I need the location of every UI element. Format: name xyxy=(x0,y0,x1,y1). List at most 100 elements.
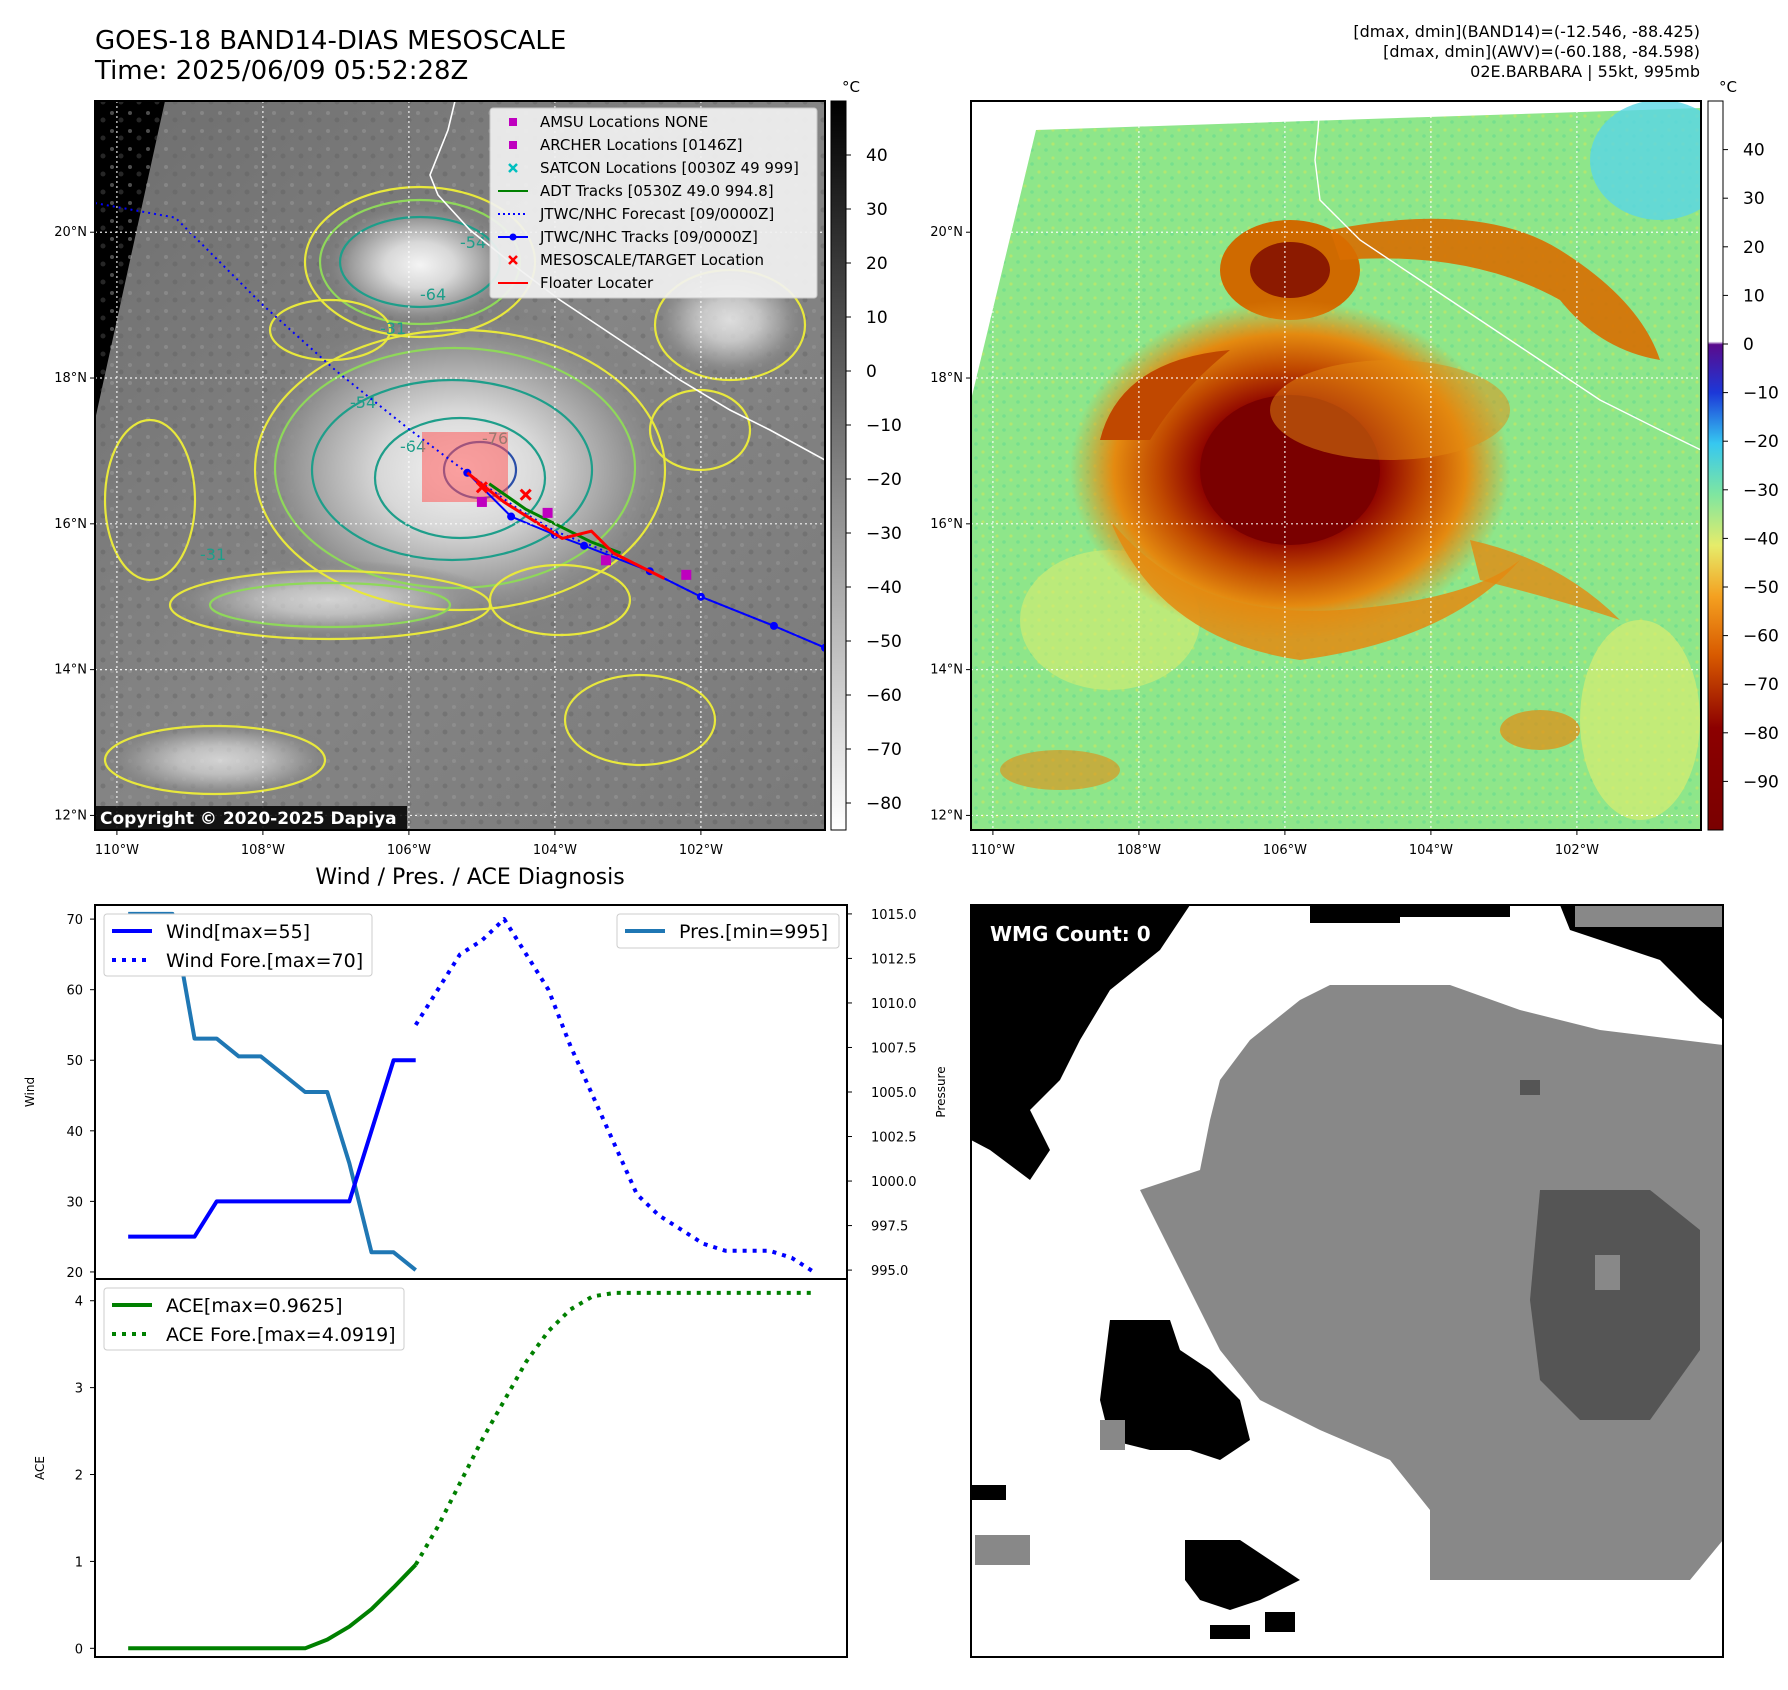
legend-ace-fore: ACE Fore.[max=4.0919] xyxy=(166,1324,396,1346)
ace-ylabel: ACE xyxy=(33,1456,47,1480)
figure-time: Time: 2025/06/09 05:52:28Z xyxy=(95,56,469,86)
tick-label-lon: 108°W xyxy=(1117,843,1161,858)
legend-label: JTWC/NHC Tracks [09/0000Z] xyxy=(539,228,758,246)
pressure-tick-label: 997.5 xyxy=(871,1220,908,1235)
archer-point xyxy=(601,555,611,566)
ir-frame xyxy=(94,100,826,831)
wind-tick-label: 30 xyxy=(66,1195,83,1210)
colorbar-tick-label: −70 xyxy=(866,740,902,760)
wind-forecast-line xyxy=(414,917,815,1274)
pressure-tick-label: 1010.0 xyxy=(871,997,917,1012)
tick-label-lat: 16°N xyxy=(930,517,963,532)
colorbar-tick-label: 0 xyxy=(866,362,877,382)
diagnosis-panel: Wind / Pres. / ACE Diagnosis 20304050607… xyxy=(23,865,948,1658)
pressure-tick-label: 1002.5 xyxy=(871,1131,917,1146)
awv-colorbar xyxy=(1707,100,1724,831)
legend-marker-x xyxy=(508,163,518,173)
contour-label: -54 xyxy=(350,393,376,412)
tick-label-lon: 110°W xyxy=(95,843,139,858)
pressure-tick-label: 1015.0 xyxy=(871,908,917,923)
colorbar-tick-label: 20 xyxy=(1743,238,1765,258)
ace-line xyxy=(128,1563,418,1651)
colorbar-tick-label: −80 xyxy=(866,794,902,814)
legend-marker-square xyxy=(509,141,517,149)
best-track-point xyxy=(580,541,589,550)
wind-tick-label: 60 xyxy=(66,984,83,999)
ace-plot-frame xyxy=(94,1278,848,1658)
ir-map-panel: -54-64-31-76-64-54-31 110°W108°W106°W104… xyxy=(54,78,902,858)
contour-label: -31 xyxy=(380,319,406,338)
tick-label-lat: 16°N xyxy=(54,517,87,532)
pressure-tick-label: 1007.5 xyxy=(871,1041,917,1056)
tick-label-lat: 14°N xyxy=(930,663,963,678)
colorbar-tick-label: −50 xyxy=(866,632,902,652)
stat-awv: [dmax, dmin](AWV)=(-60.188, -84.598) xyxy=(1383,42,1700,61)
tick-label-lat: 18°N xyxy=(54,371,87,386)
tick-label-lon: 102°W xyxy=(1555,843,1599,858)
tick-label-lon: 104°W xyxy=(1409,843,1453,858)
ir-colorbar-unit: °C xyxy=(842,78,860,96)
floater-track xyxy=(466,471,666,580)
tick-label-lat: 12°N xyxy=(54,808,87,823)
colorbar-tick-label: 0 xyxy=(1743,335,1754,355)
pressure-tick-label: 995.0 xyxy=(871,1264,908,1279)
wind-line xyxy=(128,1058,416,1239)
ace-axis: 0 1 2 3 4 xyxy=(75,1295,95,1657)
archer-point xyxy=(681,569,692,580)
wind-tick-label: 40 xyxy=(66,1125,83,1140)
legend-marker-x xyxy=(508,255,518,265)
tick-label-lon: 106°W xyxy=(1263,843,1307,858)
pressure-tick-label: 1012.5 xyxy=(871,952,917,967)
legend-label: MESOSCALE/TARGET Location xyxy=(540,251,764,269)
awv-frame xyxy=(970,100,1702,831)
best-track-point xyxy=(769,621,778,630)
archer-point xyxy=(476,496,487,507)
awv-map-panel: 110°W 108°W 106°W 104°W 102°W 20°N 18°N 16°N 14°… xyxy=(930,78,1779,858)
legend-pressure: Pres.[min=995] xyxy=(679,921,828,943)
contour-label: -31 xyxy=(200,545,226,564)
pressure-legend: Pres.[min=995] xyxy=(616,913,840,949)
colorbar-tick-label: 40 xyxy=(866,146,888,166)
figure-title: GOES-18 BAND14-DIAS MESOSCALE xyxy=(95,26,567,56)
colorbar-tick-label: 40 xyxy=(1743,141,1765,161)
ir-colorbar xyxy=(830,100,847,831)
legend-ace: ACE[max=0.9625] xyxy=(166,1295,343,1317)
wind-tick-label: 20 xyxy=(66,1266,83,1281)
legend-label: Floater Locater xyxy=(540,274,654,292)
tick-label-lon: 102°W xyxy=(679,843,723,858)
contour-label: -54 xyxy=(460,233,486,252)
tick-label-lat: 20°N xyxy=(930,225,963,240)
colorbar-tick-label: −60 xyxy=(1743,627,1779,647)
pressure-tick-label: 1000.0 xyxy=(871,1175,917,1190)
wind-tick-label: 50 xyxy=(66,1054,83,1069)
target-marker xyxy=(519,488,532,501)
ace-legend: ACE[max=0.9625] ACE Fore.[max=4.0919] xyxy=(103,1287,405,1351)
ir-contours xyxy=(103,185,807,796)
pressure-tick-label: 1005.0 xyxy=(871,1086,917,1101)
colorbar-tick-label: −20 xyxy=(866,470,902,490)
copyright-text: Copyright © 2020-2025 Dapiya xyxy=(100,809,397,829)
ir-colorbar-ticks: 40 30 20 10 0 −10 −20 −30 −40 −50 −60 −70 −80 xyxy=(846,146,902,814)
best-track-point xyxy=(507,512,516,521)
wind-legend: Wind[max=55] Wind Fore.[max=70] xyxy=(103,913,373,977)
tick-label-lat: 12°N xyxy=(930,808,963,823)
colorbar-tick-label: 10 xyxy=(866,308,888,328)
colorbar-tick-label: 20 xyxy=(866,254,888,274)
stat-band14: [dmax, dmin](BAND14)=(-12.546, -88.425) xyxy=(1353,22,1700,41)
archer-point xyxy=(542,507,553,518)
colorbar-tick-label: 10 xyxy=(1743,286,1765,306)
wmg-frame xyxy=(970,904,1724,1658)
colorbar-tick-label: −60 xyxy=(866,686,902,706)
tick-label-lat: 20°N xyxy=(54,225,87,240)
diagnosis-title: Wind / Pres. / ACE Diagnosis xyxy=(315,865,624,890)
pressure-axis: 995.0 997.5 1000.0 1002.5 1005.0 1007.5 1010.0… xyxy=(847,908,917,1279)
colorbar-tick-label: 30 xyxy=(1743,189,1765,209)
target-marker xyxy=(475,481,488,494)
colorbar-tick-label: −30 xyxy=(866,524,902,544)
pressure-ylabel: Pressure xyxy=(934,1066,948,1117)
colorbar-tick-label: −50 xyxy=(1743,578,1779,598)
copyright-bg xyxy=(95,806,407,830)
legend-label: ARCHER Locations [0146Z] xyxy=(540,136,743,154)
ace-tick-label: 2 xyxy=(75,1469,83,1484)
tick-label-lat: 18°N xyxy=(930,371,963,386)
